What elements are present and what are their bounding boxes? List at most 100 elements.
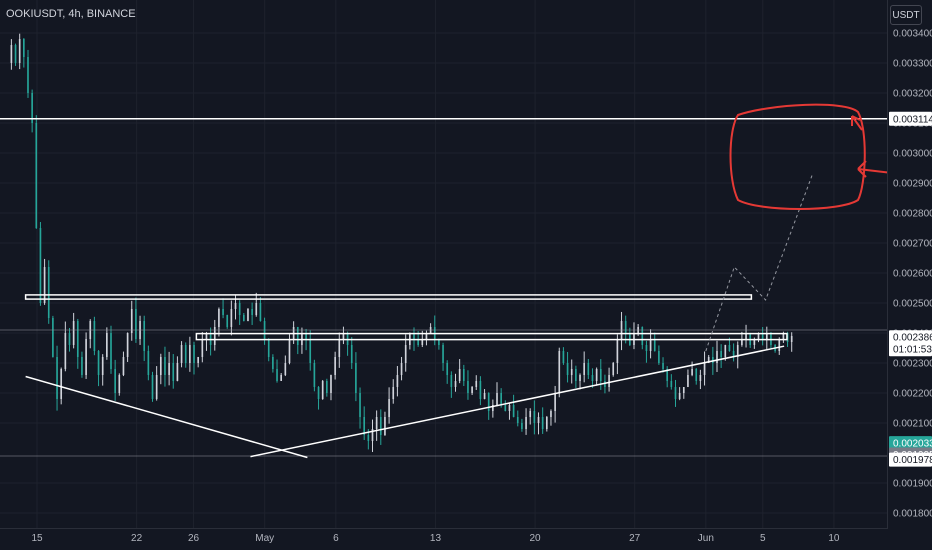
x-tick-label: 13 xyxy=(430,533,442,544)
candle-body xyxy=(504,405,507,411)
candle-body xyxy=(587,363,590,375)
candle-body xyxy=(251,309,253,315)
candle-body xyxy=(31,93,33,123)
price-tag-label: 0.002033 xyxy=(893,439,932,450)
candle-body xyxy=(699,375,702,381)
candle-body xyxy=(790,336,793,342)
candle-body xyxy=(122,357,125,375)
candle-body xyxy=(753,339,756,345)
y-tick-label: 0.003200 xyxy=(893,89,932,100)
candle-body xyxy=(371,429,374,441)
candle-body xyxy=(666,369,669,381)
candle-body xyxy=(682,387,685,393)
candle-body xyxy=(782,333,785,339)
candle-body xyxy=(421,339,424,345)
resistance-zone xyxy=(24,294,753,300)
arrow-icon xyxy=(857,160,893,178)
candle-body xyxy=(741,339,743,345)
candle-body xyxy=(305,333,307,339)
candle-body xyxy=(272,357,274,369)
candle-body xyxy=(35,123,38,228)
candle-body xyxy=(674,387,677,399)
candle-body xyxy=(151,375,154,399)
candle-body xyxy=(458,369,461,381)
candle-body xyxy=(525,417,527,429)
candle-body xyxy=(516,417,519,423)
candle-body xyxy=(778,339,781,351)
candle-body xyxy=(712,357,714,363)
candle-body xyxy=(296,327,299,345)
candle-body xyxy=(624,321,627,333)
candle-body xyxy=(226,315,229,327)
candle-body xyxy=(691,369,693,375)
candle-body xyxy=(612,363,615,375)
countdown-label: 01:01:53 xyxy=(893,345,932,356)
x-axis-ticks[interactable]: 15 22 26 May 6 13 20 27 Jun 5 10 xyxy=(31,533,839,544)
candle-body xyxy=(583,363,586,375)
price-tag xyxy=(889,111,932,126)
candle-body xyxy=(197,357,199,363)
candle-body xyxy=(487,393,490,411)
currency-button[interactable]: USDT xyxy=(890,5,922,25)
candle-body xyxy=(566,363,569,375)
candle-body xyxy=(114,369,116,393)
candles xyxy=(10,33,793,452)
x-tick-label: 5 xyxy=(760,533,766,544)
candle-body xyxy=(52,318,54,357)
candle-body xyxy=(60,369,63,399)
candle-body xyxy=(355,363,357,393)
candle-body xyxy=(554,393,556,411)
candle-body xyxy=(164,357,166,375)
candle-body xyxy=(168,363,170,375)
candle-body xyxy=(533,411,536,423)
candle-body xyxy=(309,339,312,363)
candle-body xyxy=(242,315,245,321)
candle-body xyxy=(720,351,722,357)
candle-body xyxy=(446,363,449,375)
candle-body xyxy=(529,411,532,417)
candle-body xyxy=(159,357,162,375)
candle-body xyxy=(68,333,71,345)
candle-body xyxy=(184,345,187,363)
candle-body xyxy=(521,423,523,429)
candle-body xyxy=(703,363,706,375)
candle-body xyxy=(575,369,577,381)
candle-body xyxy=(761,333,764,339)
candle-body xyxy=(658,351,660,363)
candle-body xyxy=(541,417,544,429)
symbol-title[interactable]: OOKIUSDT, 4h, BINANCE xyxy=(6,8,136,20)
candle-body xyxy=(155,375,158,399)
candle-body xyxy=(649,339,652,351)
candle-body xyxy=(545,417,548,429)
candle-body xyxy=(338,339,341,357)
candle-body xyxy=(379,417,382,435)
trend-line xyxy=(250,345,785,458)
candle-body xyxy=(450,375,453,387)
price-tag-label: 0.003114 xyxy=(893,114,932,125)
projection-path xyxy=(705,173,814,352)
candle-body xyxy=(375,417,378,429)
candle-body xyxy=(425,333,428,339)
candle-body xyxy=(230,309,233,327)
price-tag-label: 0.001978 xyxy=(893,455,932,466)
candle-body xyxy=(765,333,768,339)
candle-body xyxy=(39,228,42,303)
candle-body xyxy=(595,369,598,381)
candle-body xyxy=(392,387,395,399)
candle-body xyxy=(359,393,361,417)
y-tick-label: 0.002300 xyxy=(893,359,932,370)
candle-body xyxy=(736,345,739,357)
candle-body xyxy=(599,369,602,381)
candle-body xyxy=(479,381,482,399)
candle-body xyxy=(537,417,540,423)
price-tag xyxy=(889,436,932,451)
candle-body xyxy=(442,345,444,363)
candle-body xyxy=(172,363,175,381)
y-tick-label: 0.003300 xyxy=(893,59,932,70)
candle-body xyxy=(81,357,83,375)
candle-body xyxy=(47,267,50,318)
candle-body xyxy=(454,381,457,387)
grid-lines xyxy=(0,0,888,528)
